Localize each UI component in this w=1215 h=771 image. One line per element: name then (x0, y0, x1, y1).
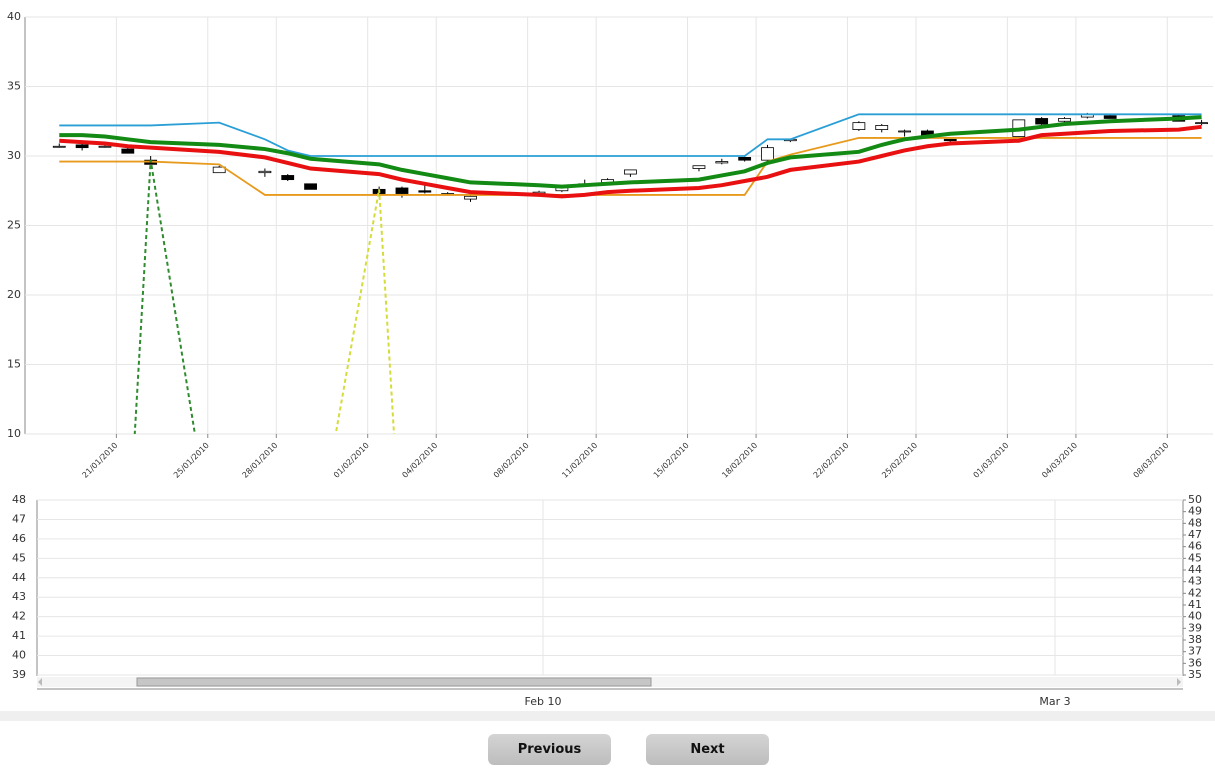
y-tick-label: 47 (12, 512, 26, 525)
x-tick-label: 25/02/2010 (880, 441, 919, 480)
y-tick-label: 41 (12, 629, 26, 642)
x-tick-label: 08/03/2010 (1132, 441, 1171, 480)
candle-body (624, 169, 637, 175)
y-tick-label: 35 (7, 80, 21, 93)
candle-body (121, 148, 135, 154)
y-tick-label: 40 (12, 649, 26, 662)
x-tick-label: Feb 10 (525, 695, 562, 708)
scroll-left[interactable] (38, 678, 42, 686)
y-tick-label: 10 (7, 427, 21, 440)
y2-tick-label: 46 (1188, 540, 1202, 553)
y2-tick-label: 47 (1188, 528, 1202, 541)
y-tick-label: 44 (12, 571, 26, 584)
candle-body (875, 125, 889, 130)
x-tick-label: 15/02/2010 (652, 441, 691, 480)
candle-body (898, 130, 911, 133)
candle-body (304, 183, 317, 190)
line-series (59, 115, 1202, 189)
y2-tick-label: 49 (1188, 505, 1202, 518)
line-series (334, 189, 396, 434)
candle-body (1035, 118, 1049, 125)
y-tick-label: 20 (7, 288, 21, 301)
candle-body (761, 147, 774, 161)
y2-tick-label: 45 (1188, 551, 1202, 564)
y2-tick-label: 40 (1188, 610, 1202, 623)
y-tick-label: 25 (7, 219, 21, 232)
y2-tick-label: 36 (1188, 656, 1202, 669)
y-tick-label: 48 (12, 493, 26, 506)
y-tick-label: 40 (7, 10, 21, 23)
y2-tick-label: 38 (1188, 633, 1202, 646)
candle-body (1058, 118, 1071, 122)
y-tick-label: 45 (12, 551, 26, 564)
y-tick-label: 30 (7, 149, 21, 162)
line-series (59, 124, 1202, 199)
x-tick-label: 01/03/2010 (972, 441, 1011, 480)
y2-tick-label: 48 (1188, 516, 1202, 529)
y-tick-label: 43 (12, 590, 26, 603)
candle-body (943, 138, 957, 142)
y2-tick-label: 37 (1188, 645, 1202, 658)
candle-body (852, 122, 866, 130)
separator (0, 711, 1215, 721)
scroll-right[interactable] (1177, 678, 1181, 686)
x-tick-label: Mar 3 (1039, 695, 1070, 708)
candle-body (715, 161, 729, 164)
x-tick-label: 04/02/2010 (400, 441, 439, 480)
candle-body (98, 145, 112, 148)
x-tick-label: 28/01/2010 (241, 441, 280, 480)
candle-body (1195, 122, 1208, 125)
candle-body (52, 145, 66, 148)
y2-tick-label: 39 (1188, 621, 1202, 634)
candle-body (1103, 115, 1117, 119)
x-tick-label: 25/01/2010 (172, 441, 211, 480)
y-tick-label: 15 (7, 358, 21, 371)
line-series (59, 113, 1202, 157)
x-tick-label: 04/03/2010 (1040, 441, 1079, 480)
candle-body (281, 175, 295, 181)
y-tick-label: 46 (12, 532, 26, 545)
x-tick-label: 21/01/2010 (81, 441, 120, 480)
y-tick-label: 42 (12, 610, 26, 623)
x-tick-label: 01/02/2010 (332, 441, 371, 480)
y2-tick-label: 35 (1188, 668, 1202, 681)
candle-body (212, 166, 226, 174)
candle-body (464, 195, 477, 200)
y2-tick-label: 44 (1188, 563, 1202, 576)
scrollbar-thumb[interactable] (136, 677, 652, 687)
y2-tick-label: 50 (1188, 493, 1202, 506)
y2-tick-label: 41 (1188, 598, 1202, 611)
candle-body (258, 170, 272, 174)
y2-tick-label: 43 (1188, 575, 1202, 588)
x-tick-label: 11/02/2010 (560, 441, 599, 480)
candle-body (738, 156, 752, 161)
y2-tick-label: 42 (1188, 586, 1202, 599)
candle-body (418, 190, 432, 193)
chart: 10 15 20 25 30 35 40 21/01/2010 25/01/2010 28/01/… (7, 10, 1213, 708)
candle-body (75, 144, 89, 149)
x-tick-label: 22/02/2010 (812, 441, 851, 480)
candle-body (692, 165, 706, 169)
x-tick-label: 08/02/2010 (492, 441, 531, 480)
x-tick-label: 18/02/2010 (720, 441, 759, 480)
next-button[interactable]: Next (646, 734, 769, 765)
previous-button[interactable]: Previous (488, 734, 611, 765)
y-tick-label: 39 (12, 668, 26, 681)
candle-body (395, 187, 409, 194)
line-series (133, 160, 196, 434)
plot-area (52, 112, 1208, 434)
